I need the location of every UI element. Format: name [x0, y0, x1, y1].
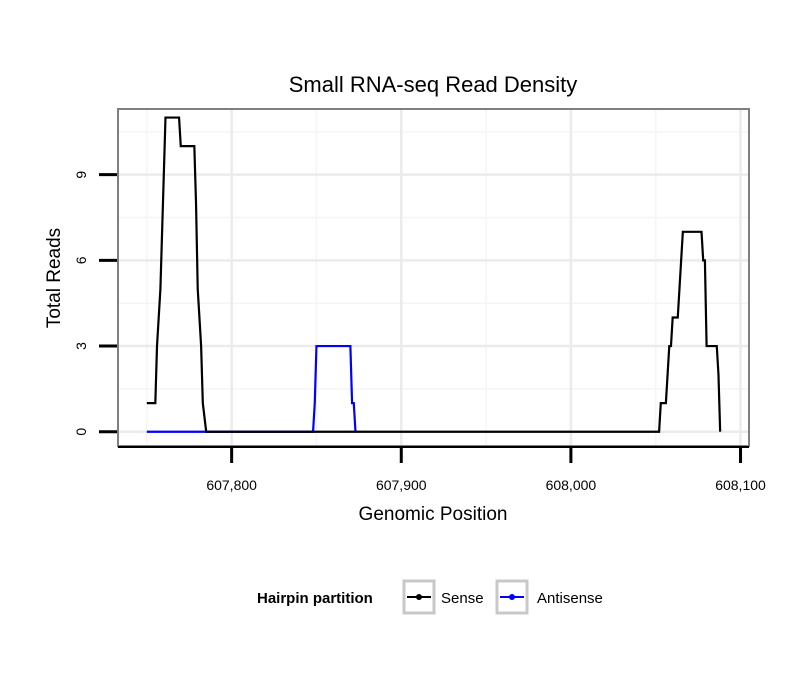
legend-title: Hairpin partition	[257, 590, 373, 607]
y-tick-label: 6	[73, 256, 89, 264]
x-tick-label: 608,100	[715, 477, 766, 493]
legend: Hairpin partition Sense Antisense	[257, 579, 603, 615]
x-tick-label: 607,900	[376, 477, 427, 493]
legend-label-sense: Sense	[441, 590, 484, 607]
legend-dot-sense	[416, 594, 422, 600]
legend-label-antisense: Antisense	[537, 590, 603, 607]
series-line-antisense	[146, 344, 357, 433]
x-axis: 607,800 607,900 608,000 608,100	[118, 446, 766, 493]
x-axis-title: Genomic Position	[359, 504, 508, 525]
y-tick-label: 9	[73, 171, 89, 179]
y-axis-title: Total Reads	[44, 228, 65, 328]
y-tick-label: 3	[73, 342, 89, 350]
plot-panel	[118, 109, 749, 446]
series-layer	[146, 116, 722, 433]
x-tick-label: 607,800	[206, 477, 257, 493]
series-line-sense	[146, 116, 722, 433]
legend-item-sense: Sense	[402, 579, 484, 615]
legend-dot-antisense	[509, 594, 515, 600]
y-axis: 0 3 6 9	[73, 171, 117, 436]
y-tick-label: 0	[73, 428, 89, 436]
x-tick-label: 608,000	[546, 477, 597, 493]
chart-title: Small RNA-seq Read Density	[289, 72, 578, 97]
legend-item-antisense: Antisense	[495, 579, 603, 615]
